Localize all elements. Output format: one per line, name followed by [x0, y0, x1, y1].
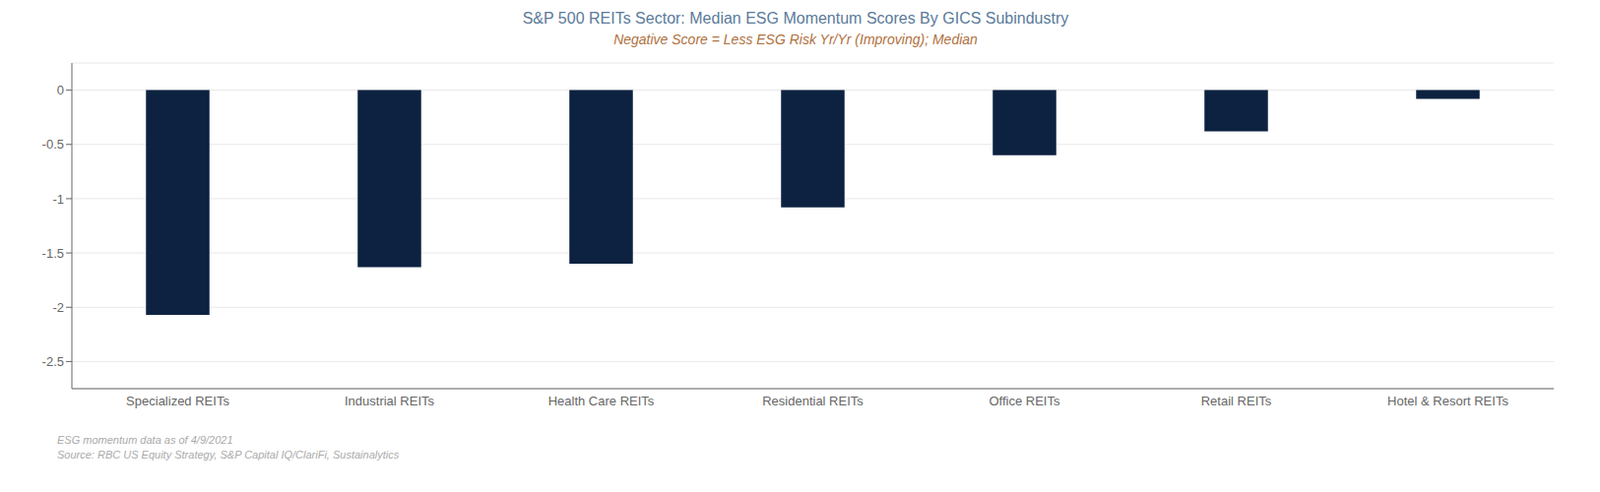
svg-text:0: 0	[57, 82, 64, 98]
html-text:Negative Score = Less ESG Risk: Negative Score = Less ESG Risk Yr/Yr (Im…	[613, 31, 978, 48]
svg-text:Hotel & Resort REITs: Hotel & Resort REITs	[1387, 393, 1509, 409]
svg-text:Residential REITs: Residential REITs	[762, 393, 864, 409]
html-text:S&P 500 REITs Sector: Median E: S&P 500 REITs Sector: Median ESG Momentu…	[522, 9, 1069, 27]
svg-text:-1: -1	[52, 192, 64, 207]
svg-text:Health Care REITs: Health Care REITs	[548, 393, 655, 409]
svg-text:Specialized REITs: Specialized REITs	[126, 393, 230, 409]
svg-text:Industrial REITs: Industrial REITs	[344, 393, 436, 409]
svg-text:-0.5: -0.5	[42, 136, 64, 152]
html-text:Source: RBC US Equity Strategy: Source: RBC US Equity Strategy, S&P Capi…	[57, 448, 400, 461]
svg-text:Retail REITs: Retail REITs	[1201, 393, 1273, 409]
html-text:ESG momentum data as of 4/9/20: ESG momentum data as of 4/9/2021	[57, 434, 233, 447]
svg-text:-2.5: -2.5	[42, 354, 64, 370]
svg-text:-1.5: -1.5	[42, 246, 64, 261]
svg-text:Office REITs: Office REITs	[988, 393, 1061, 409]
svg-text:-2: -2	[52, 300, 64, 316]
